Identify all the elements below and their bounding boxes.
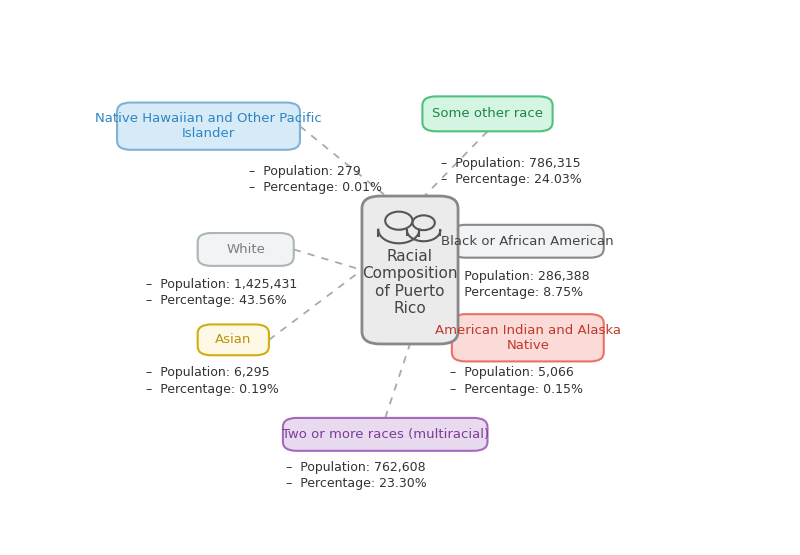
Text: –  Percentage: 0.01%: – Percentage: 0.01% <box>249 181 382 194</box>
FancyBboxPatch shape <box>422 97 553 132</box>
Text: Racial
Composition
of Puerto
Rico: Racial Composition of Puerto Rico <box>362 249 458 316</box>
Text: –  Population: 762,608: – Population: 762,608 <box>286 461 426 474</box>
FancyBboxPatch shape <box>198 325 269 355</box>
Text: –  Percentage: 24.03%: – Percentage: 24.03% <box>441 173 582 186</box>
FancyBboxPatch shape <box>117 103 300 150</box>
Text: –  Percentage: 8.75%: – Percentage: 8.75% <box>450 286 583 299</box>
Text: Black or African American: Black or African American <box>442 235 614 248</box>
Text: –  Population: 279: – Population: 279 <box>249 165 361 178</box>
Text: –  Percentage: 23.30%: – Percentage: 23.30% <box>286 477 426 490</box>
Text: –  Population: 1,425,431: – Population: 1,425,431 <box>146 278 298 291</box>
Text: –  Population: 286,388: – Population: 286,388 <box>450 270 590 282</box>
Text: –  Population: 6,295: – Population: 6,295 <box>146 366 270 379</box>
Text: American Indian and Alaska
Native: American Indian and Alaska Native <box>435 324 621 352</box>
FancyBboxPatch shape <box>198 233 294 266</box>
Text: Some other race: Some other race <box>432 107 543 120</box>
FancyBboxPatch shape <box>362 196 458 344</box>
Text: White: White <box>226 243 265 256</box>
Text: –  Percentage: 43.56%: – Percentage: 43.56% <box>146 294 287 307</box>
FancyBboxPatch shape <box>452 225 604 258</box>
Text: –  Percentage: 0.15%: – Percentage: 0.15% <box>450 382 583 396</box>
Text: –  Population: 786,315: – Population: 786,315 <box>441 157 581 170</box>
Text: –  Population: 5,066: – Population: 5,066 <box>450 366 574 379</box>
FancyBboxPatch shape <box>283 418 487 451</box>
Text: Native Hawaiian and Other Pacific
Islander: Native Hawaiian and Other Pacific Island… <box>95 112 322 140</box>
Text: –  Percentage: 0.19%: – Percentage: 0.19% <box>146 382 279 396</box>
Text: Asian: Asian <box>215 334 251 346</box>
Text: Two or more races (multiracial): Two or more races (multiracial) <box>282 428 489 441</box>
FancyBboxPatch shape <box>452 314 604 361</box>
